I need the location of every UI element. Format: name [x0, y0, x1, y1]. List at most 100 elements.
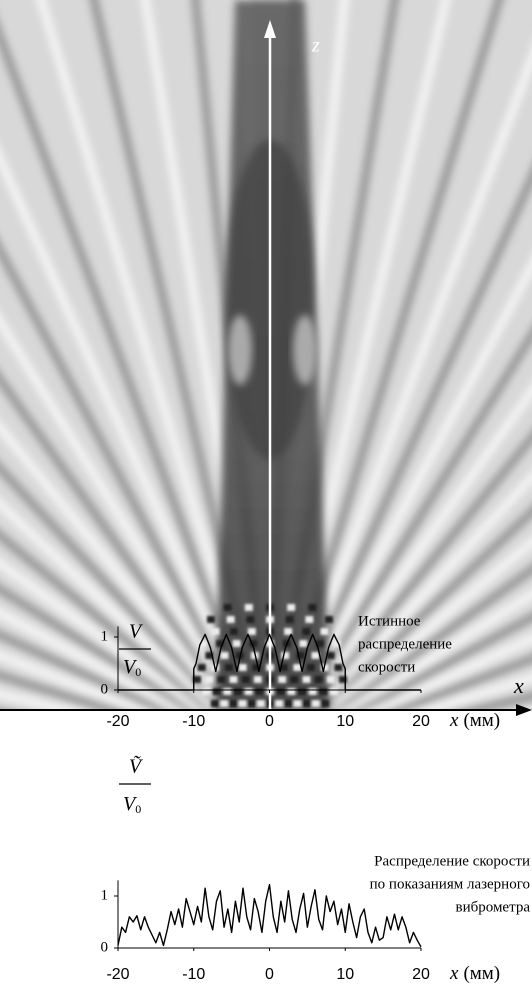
field-cell — [244, 688, 253, 695]
field-cell — [302, 700, 311, 707]
field-ray — [316, 505, 532, 710]
field-cell — [232, 640, 241, 647]
x-axis-label: x (мм) — [449, 963, 500, 984]
field-cell — [253, 676, 262, 683]
field-cell — [255, 688, 264, 695]
field-spot — [293, 315, 317, 385]
field-cell — [235, 652, 244, 659]
field-cell — [308, 604, 317, 611]
annotation: Распределение скорости — [374, 853, 530, 869]
field-cell — [326, 676, 335, 683]
field-cell — [287, 688, 296, 695]
field-cell — [296, 652, 305, 659]
x-tick-label: 10 — [336, 966, 354, 983]
field-cell — [279, 664, 288, 671]
y-label-subscript: 0 — [135, 802, 141, 816]
annotation: виброметра — [455, 899, 530, 915]
field-cell — [241, 676, 250, 683]
x-tick-label: -10 — [182, 966, 205, 983]
annotation: скорости — [358, 659, 415, 675]
field-cell — [307, 664, 315, 671]
field-cell — [330, 688, 338, 695]
field-cell — [305, 616, 314, 623]
y-label-denominator: V0 — [123, 656, 141, 679]
x-tick-label: 10 — [336, 713, 354, 730]
field-cell — [302, 676, 311, 683]
field-cell — [290, 676, 299, 683]
x-tick-label: 20 — [412, 966, 430, 983]
field-cell — [252, 664, 261, 671]
y-label-denominator: V0 — [123, 793, 141, 816]
field-cell — [334, 664, 343, 671]
field-cell — [249, 640, 258, 647]
field-cell — [314, 676, 323, 683]
line-chart: 01-20 -10 0 10 20 x (мм)VV0Истинноераспределен… — [101, 613, 501, 731]
field-cell — [281, 652, 290, 659]
field-cell — [220, 652, 229, 659]
field-ray — [0, 420, 236, 710]
y-tick-label: 1 — [101, 628, 109, 644]
annotation: Истинное — [358, 613, 421, 629]
field-cell — [234, 688, 242, 695]
field-image — [0, 0, 532, 710]
field-cell — [276, 688, 285, 695]
field-cell — [212, 688, 221, 695]
x-arrowhead — [516, 704, 532, 716]
field-ray — [352, 612, 532, 710]
field-ray — [0, 529, 217, 710]
x-tick-label: 20 — [412, 713, 430, 730]
field-cell — [339, 676, 347, 683]
field-cell — [217, 676, 226, 683]
x-tick-label: -10 — [182, 713, 205, 730]
field-cell — [226, 616, 235, 623]
y-label-subscript: 0 — [135, 665, 141, 679]
field-ray — [0, 313, 245, 710]
field-cell — [220, 700, 229, 707]
field-cell — [202, 688, 210, 695]
x-tick-label: 0 — [265, 713, 274, 730]
field-ray — [310, 470, 532, 710]
field-ray — [295, 326, 532, 710]
field-ray — [291, 256, 532, 710]
field-cell — [199, 640, 208, 647]
field-ray — [299, 383, 532, 710]
field-cell — [246, 616, 255, 623]
field-cell — [285, 616, 294, 623]
z-arrowhead — [264, 20, 276, 38]
field-cell — [293, 700, 302, 707]
field-cell — [325, 616, 333, 623]
field-ray — [0, 462, 230, 710]
x-tick-label: -20 — [106, 713, 129, 730]
field-cell — [326, 652, 335, 659]
y-tick-label: 1 — [101, 887, 109, 903]
x-tick-label: -20 — [106, 966, 129, 983]
x-axis-label-unit: (мм) — [463, 963, 500, 984]
field-ray — [323, 536, 532, 710]
field-ray — [0, 24, 257, 710]
field-ray — [0, 372, 241, 710]
field-cell — [256, 700, 265, 707]
field-cell — [319, 688, 328, 695]
x-tick-label: 0 — [265, 966, 274, 983]
field-ray — [0, 607, 188, 710]
x-axis-label-var: x — [449, 710, 459, 731]
data-line — [117, 883, 422, 948]
x-axis-label: x (мм) — [449, 710, 500, 731]
y-tick-label: 0 — [101, 681, 109, 697]
field-cell — [207, 616, 215, 623]
field-ray — [283, 45, 532, 710]
z-label: z — [311, 35, 320, 57]
field-ray — [331, 564, 532, 710]
field-ray — [304, 430, 532, 710]
field-cell — [225, 664, 233, 671]
field-cell — [216, 640, 224, 647]
y-label-numerator: Ṽ — [129, 754, 144, 778]
field-cell — [299, 640, 308, 647]
field-cell — [275, 700, 284, 707]
field-cell — [332, 640, 341, 647]
x-axis-label-unit: (мм) — [463, 710, 500, 731]
field-cell — [284, 700, 293, 707]
field-cell — [293, 664, 302, 671]
